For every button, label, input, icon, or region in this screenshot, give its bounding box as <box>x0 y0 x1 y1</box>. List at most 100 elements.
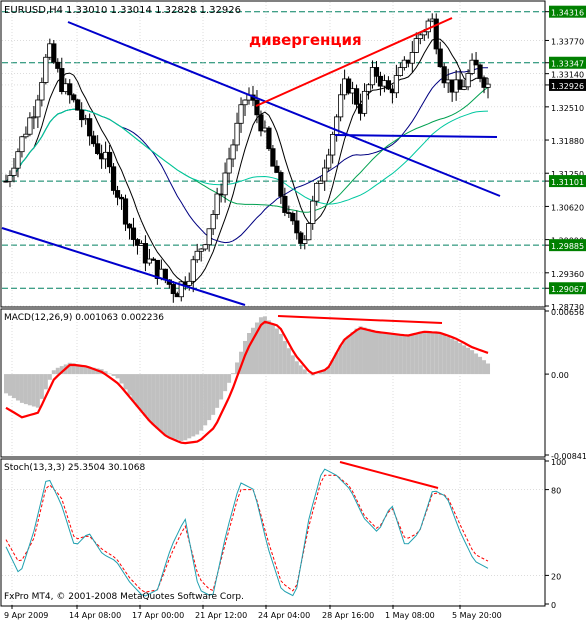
macd-bar <box>11 374 16 399</box>
macd-bar <box>7 374 12 396</box>
candle <box>198 248 204 262</box>
macd-bar <box>151 374 156 425</box>
macd-bar <box>318 372 323 375</box>
candle-body <box>373 67 380 77</box>
price-label: 1.31250 <box>551 170 584 179</box>
candle <box>306 223 312 241</box>
macd-bar <box>374 330 379 375</box>
time-tick-label: 1 May 08:00 <box>385 611 435 620</box>
macd-bar <box>19 374 24 403</box>
macd-bar <box>394 334 399 375</box>
candle-body <box>226 158 232 174</box>
macd-divergence-line <box>277 315 443 324</box>
macd-bar <box>306 373 311 375</box>
candle <box>91 130 97 147</box>
macd-bar <box>354 328 359 375</box>
candle-body <box>365 84 372 92</box>
macd-bar <box>434 332 439 375</box>
macd-bar <box>298 365 303 375</box>
candle <box>373 61 380 83</box>
candle <box>266 126 272 151</box>
macd-bar <box>474 353 479 375</box>
candle <box>55 58 61 73</box>
ohlc-label: 1.33010 1.33014 1.32828 1.32926 <box>66 5 241 16</box>
macd-bar <box>75 364 80 375</box>
candle <box>461 79 467 91</box>
candle-body <box>433 18 439 50</box>
downtrend-line-lower <box>1 227 246 306</box>
candle <box>11 157 17 183</box>
macd-bar <box>47 374 52 380</box>
macd-bar <box>478 356 483 375</box>
candle <box>457 69 463 90</box>
stoch-panel <box>0 458 546 607</box>
macd-bar <box>350 332 355 375</box>
candle-body <box>238 104 244 124</box>
time-tick-label: 14 Apr 08:00 <box>69 611 121 620</box>
macd-bar <box>215 374 220 408</box>
candle-body <box>67 83 73 96</box>
macd-bar <box>83 366 88 375</box>
time-tick-label: 28 Apr 16:00 <box>322 611 374 620</box>
macd-bar <box>258 317 263 375</box>
macd-bar <box>67 362 72 375</box>
divergence-annotation: дивергенция <box>249 31 362 49</box>
macd-bar <box>458 342 463 375</box>
candle <box>437 41 443 68</box>
price-axis: 1.34316 1.33770 1.33347 1.33140 1.32926 1.325… <box>545 5 586 312</box>
macd-bar <box>115 374 120 379</box>
candle <box>465 69 471 91</box>
macd-bar <box>183 374 188 441</box>
macd-bar <box>219 374 224 400</box>
candle <box>353 84 360 109</box>
macd-bar <box>418 331 423 375</box>
candle-body <box>234 122 240 146</box>
candle-body <box>11 167 17 176</box>
candle <box>485 77 491 99</box>
candle-body <box>198 248 204 252</box>
macd-bar <box>103 371 108 375</box>
macd-bar <box>159 374 164 432</box>
candle-body <box>27 117 33 135</box>
macd-bar <box>286 348 291 375</box>
macd-bar <box>334 352 339 375</box>
candle-body <box>477 64 483 79</box>
copyright-label: FxPro MT4, © 2001-2008 MetaQuotes Softwa… <box>4 592 244 602</box>
candle <box>481 75 487 94</box>
price-divergence-line <box>255 17 453 107</box>
candle-body <box>306 223 312 241</box>
candle <box>146 248 153 266</box>
macd-signal-line <box>5 315 489 445</box>
macd-bar <box>446 336 451 375</box>
candle-body <box>469 59 475 74</box>
candle-body <box>481 78 487 88</box>
candle-body <box>290 213 296 222</box>
price-label: 1.29360 <box>551 270 584 279</box>
macd-bar <box>59 366 64 375</box>
candle <box>222 162 228 203</box>
candle-body <box>23 133 29 138</box>
macd-bar <box>31 374 36 407</box>
candle <box>35 94 41 128</box>
macd-bar <box>322 370 327 375</box>
price-tag <box>549 175 586 188</box>
price-label: 1.31880 <box>551 137 584 146</box>
macd-bar <box>438 332 443 375</box>
candle <box>294 210 300 240</box>
macd-bar <box>466 347 471 375</box>
candle <box>134 238 141 255</box>
candle-body <box>7 175 13 182</box>
candle <box>226 147 232 184</box>
candle <box>206 228 212 252</box>
candle-body <box>142 243 149 264</box>
macd-bar <box>91 367 96 375</box>
price-label: 1.28730 <box>551 303 584 312</box>
time-tick-label: 21 Apr 12:00 <box>195 611 247 620</box>
candle <box>314 182 320 206</box>
candle <box>290 211 296 225</box>
macd-bar <box>147 374 152 421</box>
candle-body <box>190 259 196 282</box>
candle <box>79 102 85 128</box>
price-label: 1.33347 <box>551 60 584 69</box>
